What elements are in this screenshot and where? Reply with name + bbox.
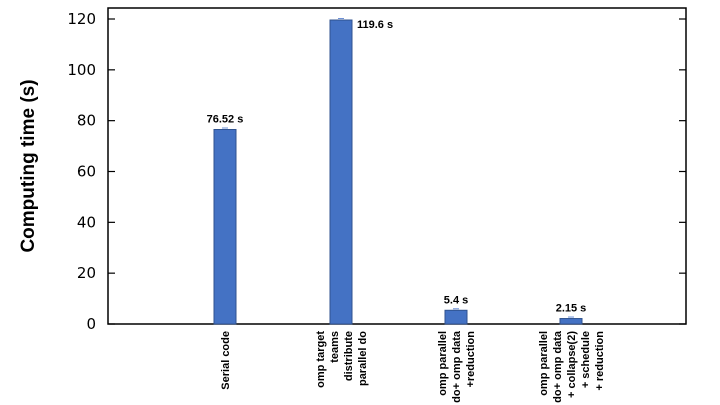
category-label-line: do+ omp data — [552, 330, 564, 403]
category-label-line: + reduction — [594, 331, 606, 391]
category-label: omp target teams distribute parallel do — [315, 331, 369, 388]
category-label-line: + schedule — [580, 331, 592, 388]
bar — [559, 318, 583, 325]
y-tick-label: 60 — [77, 163, 96, 181]
bar — [444, 309, 468, 325]
category-label: omp parallel do+ omp data + collapse(2) + s… — [538, 330, 606, 403]
bars — [213, 18, 583, 325]
y-tick-label: 120 — [67, 10, 96, 28]
bar — [329, 19, 353, 325]
y-axis-label: Computing time (s) — [18, 79, 39, 252]
plot-frame — [107, 7, 687, 325]
category-label: Serial code — [220, 331, 232, 390]
category-label: omp parallel do+ omp data +reduction — [437, 330, 477, 403]
category-label-line: do+ omp data — [451, 330, 463, 403]
category-label-line: omp target — [315, 331, 327, 388]
data-label: 2.15 s — [556, 303, 587, 315]
data-labels: 76.52 s 119.6 s 5.4 s 2.15 s — [207, 19, 587, 315]
y-tick-label: 100 — [67, 61, 96, 79]
y-tick-label: 40 — [77, 213, 96, 231]
category-label-line: + collapse(2) — [566, 331, 578, 398]
category-label-line: omp parallel — [437, 331, 449, 396]
data-label: 5.4 s — [444, 294, 468, 306]
bar — [213, 129, 237, 325]
y-tick-label: 20 — [77, 264, 96, 282]
category-label-line: teams — [329, 331, 341, 363]
category-label-line: +reduction — [465, 331, 477, 388]
category-label-line: parallel do — [357, 331, 369, 386]
data-label: 119.6 s — [357, 19, 393, 31]
data-label: 76.52 s — [207, 114, 244, 126]
category-label-line: omp parallel — [538, 331, 550, 396]
category-labels: Serial code omp target teams distribute para… — [220, 330, 606, 403]
category-label-line: distribute — [343, 331, 355, 381]
y-axis-ticks: 0 20 40 60 80 100 120 — [67, 10, 686, 333]
y-tick-label: 0 — [86, 315, 96, 333]
category-label-line: Serial code — [220, 331, 232, 390]
y-tick-label: 80 — [77, 112, 96, 130]
